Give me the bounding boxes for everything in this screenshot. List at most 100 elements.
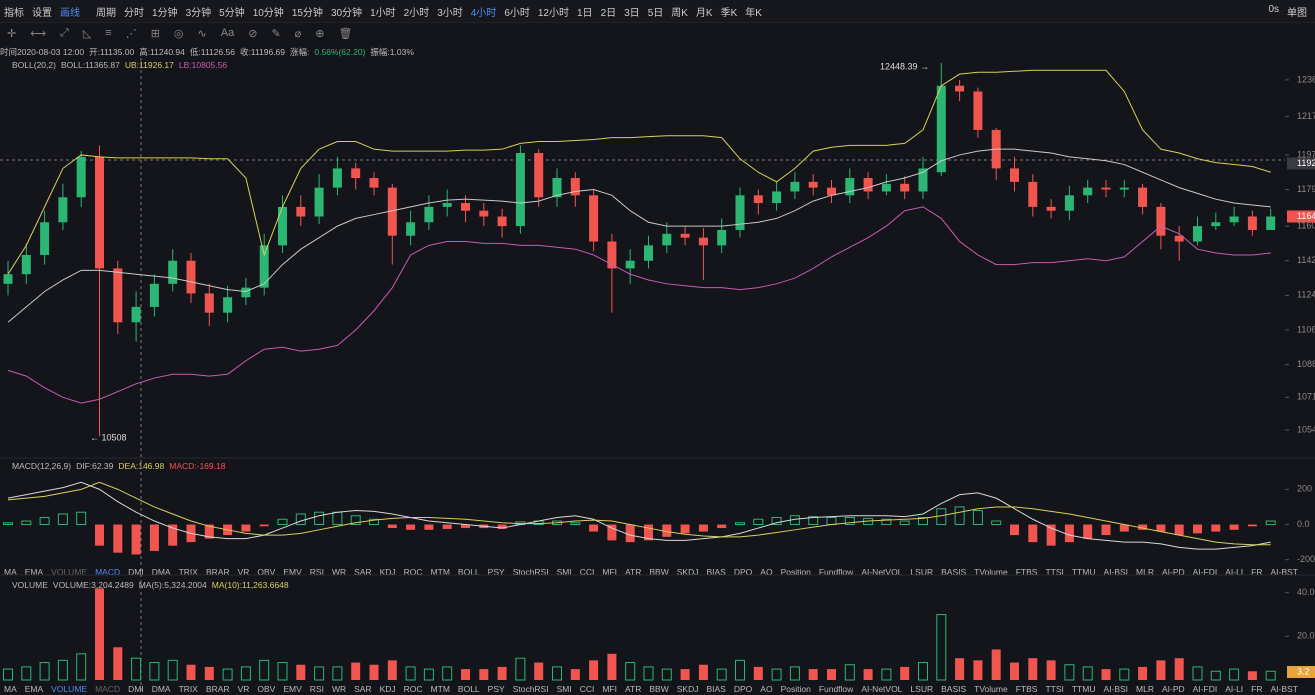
indicator-tab[interactable]: MFI — [602, 567, 617, 577]
indicator-tab[interactable]: FR — [1251, 684, 1263, 694]
indicator-tab[interactable]: CCI — [579, 684, 595, 694]
indicator-tab[interactable]: MA — [4, 567, 17, 577]
indicator-tab[interactable]: AI-BST — [1270, 567, 1298, 577]
indicator-tab[interactable]: MFI — [602, 684, 617, 694]
toolbar-button[interactable]: 画线 — [60, 7, 80, 19]
indicator-tab[interactable]: EMA — [24, 684, 44, 694]
indicator-tab[interactable]: StochRSI — [512, 684, 549, 694]
indicator-tab[interactable]: AI-PD — [1161, 684, 1185, 694]
indicator-tab[interactable]: Fundflow — [818, 684, 854, 694]
period-button[interactable]: 3小时 — [437, 7, 463, 19]
period-button[interactable]: 5日 — [647, 7, 664, 19]
indicator-tab[interactable]: DPO — [733, 567, 753, 577]
indicator-tab[interactable]: PSY — [487, 684, 505, 694]
indicator-tab[interactable]: TVolume — [974, 684, 1008, 694]
indicator-tab[interactable]: BIAS — [706, 567, 726, 577]
period-button[interactable]: 季K — [720, 7, 738, 19]
indicator-tab[interactable]: FTBS — [1015, 684, 1038, 694]
indicator-tab[interactable]: MACD — [95, 567, 121, 577]
indicator-tab[interactable]: Position — [780, 684, 811, 694]
period-button[interactable]: 2小时 — [403, 7, 430, 19]
period-button[interactable]: 2日 — [600, 7, 617, 19]
indicator-tab[interactable]: Fundflow — [818, 567, 854, 577]
indicator-tab[interactable]: AI-BSI — [1103, 684, 1129, 694]
indicator-tab[interactable]: AI-BST — [1270, 684, 1298, 694]
indicator-tab[interactable]: KDJ — [379, 567, 396, 577]
indicator-tab[interactable]: BOLL — [457, 684, 480, 694]
indicator-tab[interactable]: AI-PD — [1161, 567, 1185, 577]
indicator-tab[interactable]: MTM — [430, 567, 450, 577]
toolbar-button[interactable]: 单图 — [1287, 7, 1307, 19]
indicator-tab[interactable]: TTSI — [1045, 684, 1064, 694]
indicator-tab[interactable]: BRAR — [205, 684, 230, 694]
period-button[interactable]: 15分钟 — [291, 7, 323, 19]
indicator-tab[interactable]: OBV — [257, 684, 276, 694]
period-button[interactable]: 5分钟 — [219, 7, 245, 19]
indicator-tab[interactable]: LSUR — [910, 567, 934, 577]
toolbar-button[interactable]: 0s — [1268, 3, 1279, 15]
indicator-tab[interactable]: MLR — [1136, 567, 1154, 577]
indicator-tab[interactable]: DMI — [128, 684, 144, 694]
indicator-tab[interactable]: AO — [760, 567, 773, 577]
period-button[interactable]: 1分钟 — [152, 7, 178, 19]
indicator-tab[interactable]: EMA — [24, 567, 44, 577]
indicator-tab[interactable]: AI-LI — [1225, 567, 1244, 577]
indicator-tab[interactable]: TRIX — [178, 567, 198, 577]
indicator-tab[interactable]: Position — [780, 567, 811, 577]
indicator-tab[interactable]: ATR — [625, 684, 642, 694]
indicator-tab[interactable]: SMI — [556, 684, 572, 694]
indicator-tab[interactable]: EMV — [283, 567, 302, 577]
indicator-tab[interactable]: PSY — [487, 567, 505, 577]
indicator-tab[interactable]: KDJ — [379, 684, 396, 694]
indicator-tab[interactable]: MA — [4, 684, 17, 694]
indicator-tab[interactable]: FR — [1251, 567, 1263, 577]
period-button[interactable]: 10分钟 — [252, 7, 284, 19]
indicator-tab[interactable]: ROC — [403, 567, 423, 577]
indicator-tab[interactable]: ATR — [625, 567, 642, 577]
indicator-tab[interactable]: VOLUME — [51, 567, 88, 577]
indicator-tab[interactable]: TTMU — [1071, 567, 1096, 577]
indicator-tab[interactable]: BOLL — [457, 567, 480, 577]
indicator-tab[interactable]: VOLUME — [51, 684, 88, 694]
indicator-tab[interactable]: VR — [237, 684, 250, 694]
indicator-tab[interactable]: BASIS — [941, 567, 967, 577]
indicator-tab[interactable]: AI-BSI — [1103, 567, 1129, 577]
period-button[interactable]: 年K — [745, 7, 762, 19]
indicator-tab[interactable]: AI-NetVOL — [861, 567, 903, 577]
period-button[interactable]: 月K — [695, 7, 713, 19]
indicator-tab[interactable]: TTSI — [1045, 567, 1064, 577]
indicator-tab[interactable]: SMI — [556, 567, 572, 577]
indicator-tab[interactable]: BRAR — [205, 567, 230, 577]
indicator-tab[interactable]: BIAS — [706, 684, 726, 694]
indicator-tab[interactable]: TVolume — [974, 567, 1008, 577]
indicator-tab[interactable]: TRIX — [178, 684, 198, 694]
indicator-tab[interactable]: AI-NetVOL — [861, 684, 903, 694]
indicator-tab[interactable]: VR — [237, 567, 250, 577]
toolbar-button[interactable]: 指标 — [4, 7, 24, 19]
indicator-tab[interactable]: SAR — [354, 567, 372, 577]
indicator-tab[interactable]: DMA — [151, 684, 171, 694]
indicator-tab[interactable]: RSI — [309, 684, 324, 694]
indicator-tab[interactable]: CCI — [579, 567, 595, 577]
indicator-tab[interactable]: MLR — [1136, 684, 1154, 694]
period-button[interactable]: 6小时 — [504, 7, 530, 19]
period-button[interactable]: 1小时 — [370, 7, 396, 19]
indicator-tab[interactable]: AI-LI — [1225, 684, 1244, 694]
indicator-tab[interactable]: EMV — [283, 684, 302, 694]
indicator-tab[interactable]: DMA — [151, 567, 171, 577]
indicator-tab[interactable]: StochRSI — [512, 567, 549, 577]
indicator-tab[interactable]: MTM — [430, 684, 450, 694]
indicator-tab[interactable]: DPO — [733, 684, 753, 694]
indicator-tab[interactable]: FTBS — [1015, 567, 1038, 577]
indicator-tab[interactable]: SKDJ — [676, 567, 699, 577]
indicator-tab[interactable]: AO — [760, 684, 773, 694]
toolbar-button[interactable]: 设置 — [32, 7, 52, 19]
period-button[interactable]: 1日 — [577, 7, 593, 19]
indicator-tab[interactable]: OBV — [257, 567, 276, 577]
indicator-tab[interactable]: SKDJ — [676, 684, 699, 694]
indicator-tab[interactable]: BBW — [649, 567, 669, 577]
indicator-tab[interactable]: AI-FDI — [1192, 567, 1218, 577]
indicator-tab[interactable]: MACD — [95, 684, 121, 694]
indicator-tab[interactable]: BBW — [649, 684, 669, 694]
period-button[interactable]: 4小时 — [470, 7, 497, 19]
